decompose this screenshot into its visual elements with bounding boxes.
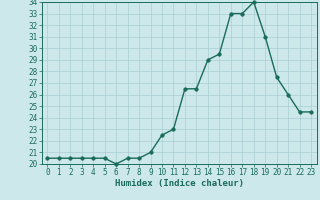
X-axis label: Humidex (Indice chaleur): Humidex (Indice chaleur) — [115, 179, 244, 188]
